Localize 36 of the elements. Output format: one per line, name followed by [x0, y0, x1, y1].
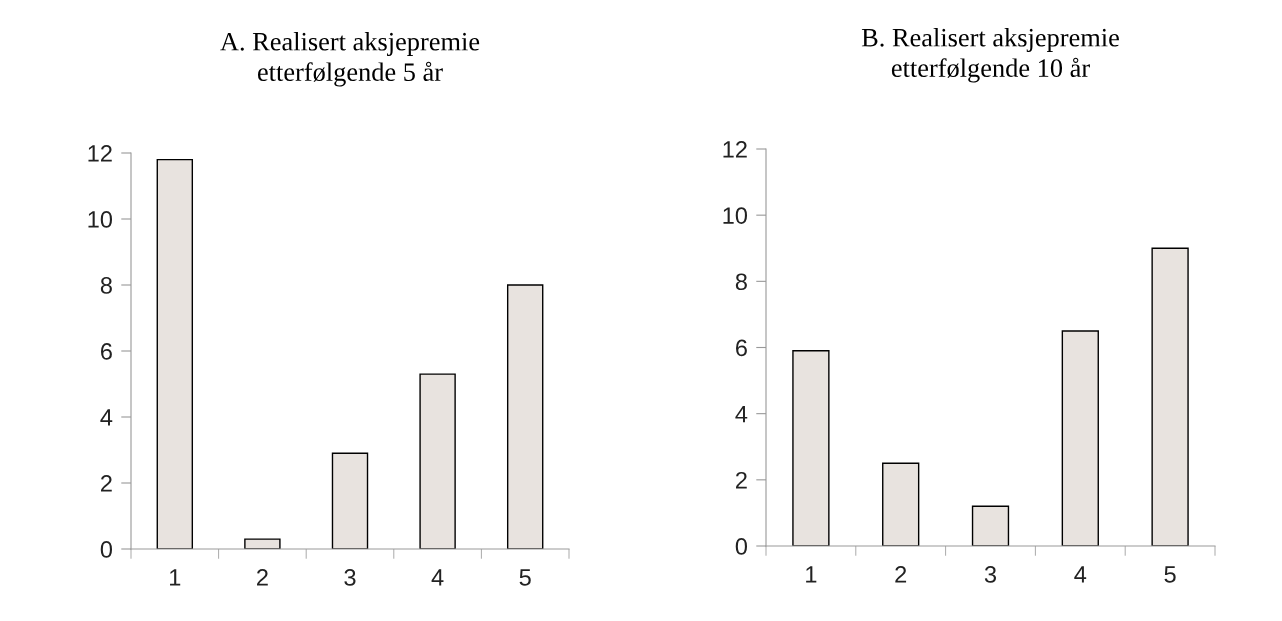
bar — [506, 284, 544, 549]
x-tick-label: 1 — [170, 569, 181, 586]
bar — [1061, 330, 1099, 546]
chart-title: B. Realisert aksjepremie etterfølgende 10 år — [861, 28, 1119, 83]
x-tick-label: 4 — [431, 569, 444, 586]
y-tick-label: 12 — [723, 141, 747, 158]
y-tick-label: 12 — [88, 145, 112, 162]
x-tick-label: 5 — [519, 569, 531, 586]
bar — [156, 158, 194, 549]
x-tick-label: 1 — [806, 566, 817, 583]
bar — [419, 373, 456, 549]
y-tick-label: 2 — [736, 471, 747, 489]
bar — [882, 462, 920, 546]
y-tick-label: 8 — [100, 277, 112, 294]
x-tick-label: 5 — [1164, 566, 1176, 583]
y-tick-label: 6 — [736, 339, 747, 357]
x-tick-label: 3 — [344, 569, 356, 586]
bar — [1151, 247, 1189, 546]
y-tick-label: 6 — [101, 343, 112, 360]
chart-title: A. Realisert aksjepremie etterfølgende 5 år — [220, 32, 480, 87]
y-tick-label: 10 — [88, 211, 113, 228]
y-tick-label: 0 — [100, 541, 113, 558]
bar — [792, 350, 830, 546]
y-tick-label: 0 — [735, 538, 748, 555]
y-tick-label: 8 — [735, 273, 747, 291]
bar — [331, 452, 369, 549]
y-tick-label: 2 — [101, 475, 112, 492]
bar — [971, 505, 1010, 546]
x-tick-label: 3 — [984, 566, 997, 583]
y-tick-label: 10 — [723, 207, 748, 224]
x-tick-label: 2 — [257, 569, 268, 586]
y-tick-label: 4 — [100, 409, 113, 426]
x-tick-label: 4 — [1074, 566, 1087, 583]
x-tick-label: 2 — [895, 566, 907, 583]
y-tick-label: 4 — [735, 405, 748, 423]
bar — [244, 538, 281, 549]
